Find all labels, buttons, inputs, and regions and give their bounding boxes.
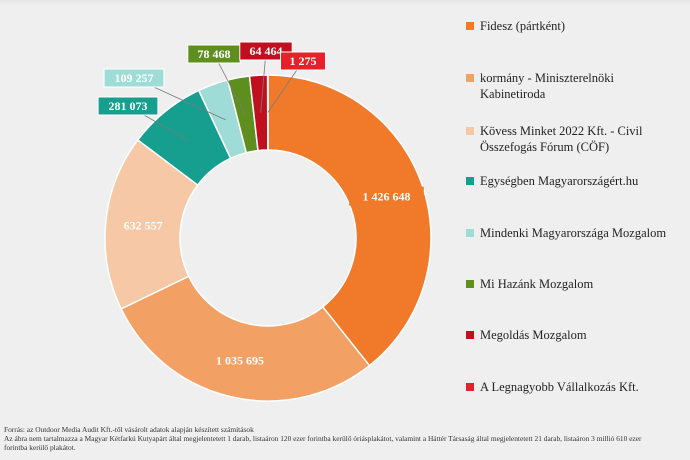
data-label-fidesz-partkent: 1 426 648 (362, 190, 410, 204)
legend-label: Fidesz (pártként) (480, 19, 566, 33)
footer-source: Forrás: az Outdoor Media Audit Kft.-től … (4, 425, 254, 434)
data-label-mindenki-magyarorszaga-mozgalom: 109 257 (115, 71, 154, 85)
footer-note-continued: forintba kerülő plakátot. (4, 443, 76, 453)
leader-line-megoldas-mozgalom (260, 50, 267, 113)
legend-label: Egységben Magyarországért.hu (480, 174, 639, 188)
legend-swatch (466, 331, 474, 339)
donut-chart: 1 426 648 1 035 695 632 557 281 073 109 257 7… (97, 41, 432, 402)
data-label-kovess-minket-2022-kft-civil-osszefogas-forum-cof: 632 557 (124, 219, 163, 233)
data-label-egysegben-magyarorszagert-hu: 281 073 (109, 99, 148, 113)
data-label-a-legnagyobb-vallalkozas-kft: 1 275 (290, 54, 317, 68)
leader-line-mi-hazank-mozgalom (213, 53, 246, 115)
label-box-kormany-miniszterelnoki-kabinetiroda (202, 350, 278, 370)
data-label-kormany-miniszterelnoki-kabinetiroda: 1 035 695 (216, 353, 264, 367)
label-box-kovess-minket-2022-kft-civil-osszefogas-forum-cof (113, 215, 174, 235)
legend-swatch (466, 177, 474, 185)
legend-swatch (466, 280, 474, 288)
legend-label: kormány - Miniszterelnöki Kabinetiroda (480, 71, 614, 101)
label-box-mindenki-magyarorszaga-mozgalom (103, 68, 165, 88)
footer-notes: Forrás: az Outdoor Media Audit Kft.-től … (4, 425, 690, 453)
data-label-mi-hazank-mozgalom: 78 468 (198, 47, 231, 61)
legend-label: Mindenki Magyarországa Mozgalom (480, 226, 667, 240)
footer-note: Az ábra nem tartalmazza a Magyar Kétfark… (4, 434, 642, 444)
legend-swatch (466, 22, 474, 30)
data-label-megoldas-mozgalom: 64 464 (250, 44, 283, 58)
legend-swatch (466, 74, 474, 82)
legend-label: Megoldás Mozgalom (480, 328, 587, 342)
legend-swatch (466, 127, 474, 135)
label-box-a-legnagyobb-vallalkozas-kft (280, 51, 326, 71)
legend-label: A Legnagyobb Vállalkozás Kft. (480, 380, 639, 394)
legend-swatch (466, 229, 474, 237)
label-box-megoldas-mozgalom (239, 41, 293, 61)
top-strip (0, 0, 690, 6)
donut-slice-kormany-miniszterelnoki-kabinetiroda (120, 275, 371, 402)
label-box-fidesz-partkent (349, 186, 424, 206)
legend-swatch (466, 383, 474, 391)
legend-label: Mi Hazánk Mozgalom (480, 277, 594, 291)
donut-slice-fidesz-partkent (267, 74, 432, 367)
legend-label: Kövess Minket 2022 Kft. - Civil Összefog… (480, 124, 643, 154)
label-box-egysegben-magyarorszagert-hu (97, 96, 159, 116)
